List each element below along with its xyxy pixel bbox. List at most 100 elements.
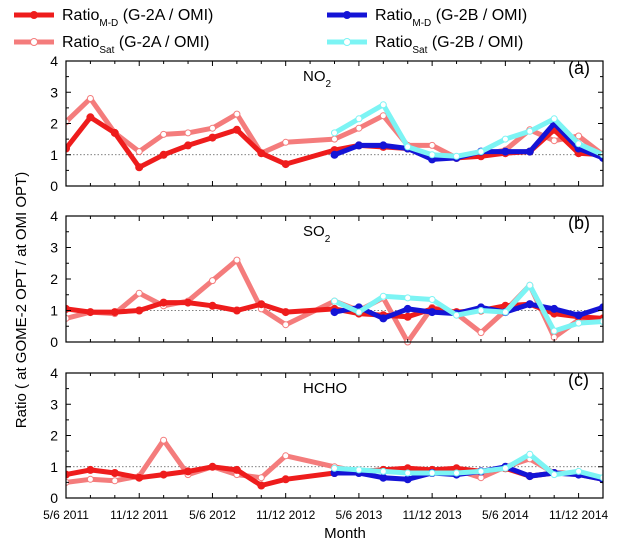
x-tick-label: 5/6 2014 <box>482 508 529 522</box>
panel-frame <box>65 215 604 343</box>
panel-0: 0 1 2 3 4 (a) NO2 <box>50 53 604 194</box>
point-g2b_sat <box>404 294 412 302</box>
point-g2a_md <box>281 475 290 484</box>
point-g2b_md <box>550 304 559 313</box>
point-g2b_sat <box>477 307 485 314</box>
point-g2a_md <box>257 149 266 158</box>
point-g2b_sat <box>575 319 583 327</box>
panel-letter: (a) <box>568 58 590 78</box>
y-tick-label: 0 <box>50 490 58 506</box>
panels: 0 1 2 3 4 (a) NO2 0 1 2 3 4 (b) SO2 0 1 2 3 4 (c) HCHO <box>50 53 604 506</box>
point-g2b_sat <box>599 318 603 325</box>
point-g2a_sat <box>86 475 94 483</box>
x-tick-label: 5/6 2011 <box>43 508 89 522</box>
point-g2a_md <box>281 160 290 169</box>
point-g2b_sat <box>575 467 583 475</box>
y-tick-label: 4 <box>50 208 58 224</box>
point-g2a_md <box>257 300 266 309</box>
point-g2a_sat <box>575 132 583 140</box>
point-g2b_sat <box>526 281 534 289</box>
y-tick-label: 2 <box>50 116 58 132</box>
point-g2b_sat <box>379 292 387 300</box>
point-g2b_sat <box>379 467 387 475</box>
y-tick-label: 3 <box>50 240 58 256</box>
point-g2b_md <box>428 308 437 317</box>
point-g2b_sat <box>550 115 558 123</box>
point-g2a_md <box>184 298 192 307</box>
point-g2b_sat <box>550 327 558 335</box>
x-tick-label: 11/12 2012 <box>256 508 315 522</box>
point-g2b_sat <box>428 151 436 159</box>
y-tick-label: 1 <box>50 303 58 319</box>
point-g2a_md <box>66 144 70 153</box>
point-g2a_md <box>86 465 95 474</box>
series-line-g2b_sat <box>333 102 603 159</box>
point-g2a_sat <box>66 314 70 322</box>
point-g2a_md <box>110 469 119 477</box>
y-axis-label: Ratio ( at GOME-2 OPT / at OMI OPT) <box>13 172 30 428</box>
species-label: NO2 <box>303 68 332 90</box>
point-g2b_sat <box>453 311 460 319</box>
point-g2a_sat <box>282 452 290 460</box>
point-g2a_sat <box>135 289 143 297</box>
point-g2a_md <box>208 301 217 310</box>
point-g2b_sat <box>526 127 534 135</box>
point-g2b_sat <box>501 308 509 316</box>
point-g2a_sat <box>209 124 216 132</box>
point-g2a_sat <box>355 124 363 132</box>
y-tick-label: 1 <box>50 459 58 475</box>
point-g2b_sat <box>331 297 338 305</box>
point-g2b_md <box>525 300 534 309</box>
point-g2b_sat <box>331 129 338 137</box>
point-g2b_md <box>330 150 339 159</box>
x-tick-label: 11/12 2011 <box>110 508 169 522</box>
y-tick-label: 3 <box>50 84 58 100</box>
point-g2a_md <box>184 141 192 150</box>
point-g2b_sat <box>526 450 534 458</box>
point-g2a_md <box>135 306 144 315</box>
x-tick-label: 11/12 2014 <box>549 508 608 522</box>
point-g2b_md <box>525 472 534 481</box>
point-g2a_sat <box>233 256 241 264</box>
x-axis: 5/6 2011 11/12 2011 5/6 2012 11/12 2012 5/6 … <box>43 508 608 522</box>
x-tick-label: 11/12 2013 <box>403 508 462 522</box>
point-g2a_sat <box>135 148 143 156</box>
point-g2b_sat <box>355 308 363 316</box>
point-g2b_sat <box>477 148 485 156</box>
y-tick-label: 2 <box>50 271 58 287</box>
point-g2b_md <box>525 147 534 156</box>
legend-label-g2b_md: RatioM-D (G-2B / OMI) <box>375 7 527 29</box>
point-g2a_md <box>232 125 241 134</box>
point-g2b_md <box>403 475 412 484</box>
point-g2a_sat <box>233 110 241 118</box>
panel-1: 0 1 2 3 4 (b) SO2 <box>50 208 604 350</box>
point-g2a_sat <box>428 141 436 149</box>
point-g2a_md <box>66 470 70 479</box>
y-tick-label: 2 <box>50 428 58 444</box>
panel-2: 0 1 2 3 4 (c) HCHO <box>50 365 604 506</box>
point-g2a_sat <box>477 474 485 482</box>
legend-label-g2a_md: RatioM-D (G-2A / OMI) <box>62 7 213 29</box>
point-g2a_sat <box>282 138 290 146</box>
point-g2a_sat <box>257 474 265 482</box>
point-g2b_md <box>379 473 388 482</box>
point-g2a_md <box>208 462 217 471</box>
point-g2a_sat <box>209 277 216 285</box>
y-tick-label: 4 <box>50 365 58 381</box>
point-g2b_sat <box>331 464 338 472</box>
point-g2b_md <box>599 303 603 312</box>
point-g2a_md <box>159 150 168 159</box>
legend-marker-g2b_md <box>343 11 351 19</box>
point-g2b_sat <box>501 135 509 143</box>
point-g2a_md <box>110 128 119 137</box>
point-g2b_sat <box>575 140 583 148</box>
species-label: HCHO <box>303 380 347 397</box>
point-g2b_md <box>330 308 339 317</box>
point-g2a_sat <box>379 112 387 120</box>
legend-label-g2b_sat: RatioSat (G-2B / OMI) <box>375 34 523 56</box>
point-g2b_md <box>501 147 510 156</box>
point-g2a_sat <box>477 329 485 337</box>
point-g2a_md <box>184 467 192 476</box>
point-g2b_sat <box>355 466 363 474</box>
